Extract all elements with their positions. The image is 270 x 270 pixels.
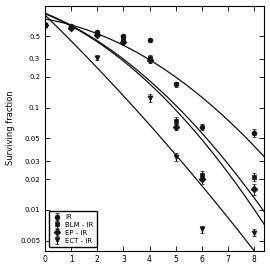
Y-axis label: Surviving fraction: Surviving fraction bbox=[6, 91, 15, 166]
Legend: IR, BLM - IR, EP - IR, ECT - IR: IR, BLM - IR, EP - IR, ECT - IR bbox=[49, 211, 97, 247]
